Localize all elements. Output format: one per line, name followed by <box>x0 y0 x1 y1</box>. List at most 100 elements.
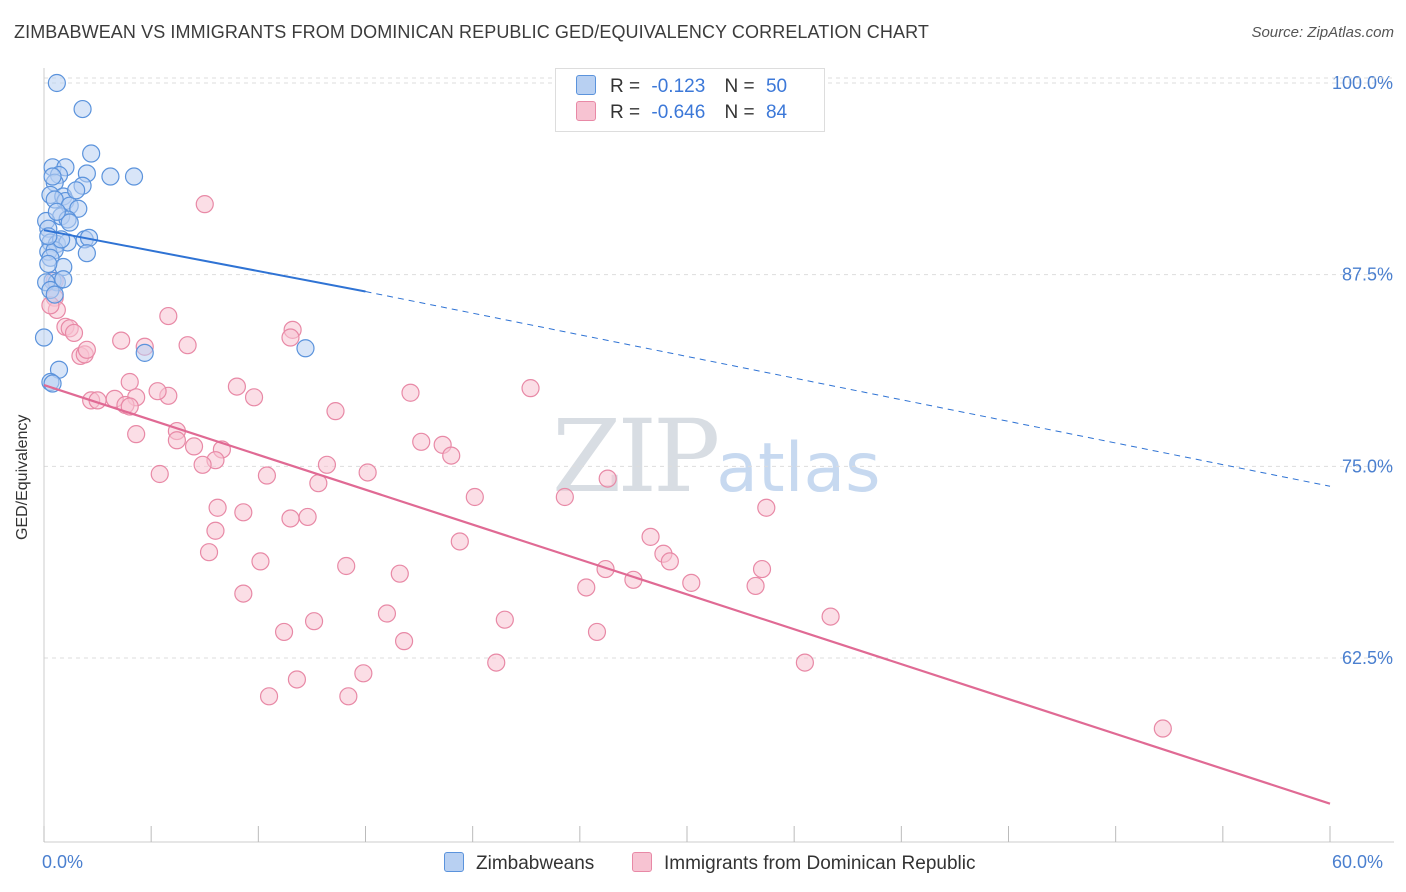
dominican-point <box>206 521 225 540</box>
zimbabwean-point <box>45 285 64 304</box>
dominican-point <box>587 622 607 642</box>
x-tick-label-min: 0.0% <box>42 852 84 872</box>
series-legend-item-dominican: Immigrants from Dominican Republic <box>632 852 976 875</box>
dominican-point <box>394 632 414 651</box>
x-tick-label-max: 60.0% <box>1332 852 1384 872</box>
zimbabwean-point <box>34 328 54 347</box>
dominican-point <box>148 382 167 401</box>
dominican-point <box>821 607 840 626</box>
dominican-point <box>577 578 596 597</box>
dominican-point <box>660 552 679 571</box>
dominican-point <box>199 543 219 562</box>
dominican-point <box>412 432 431 451</box>
legend-row-zimbabweans: R = -0.123 N = 50 <box>576 75 787 101</box>
dominican-point <box>251 552 270 571</box>
dominican-point <box>354 664 373 683</box>
zimbabwean-trendline-extrapolated <box>365 291 1331 487</box>
zimbabwean-point <box>82 144 101 163</box>
dominican-point <box>64 323 84 343</box>
dominican-point <box>598 469 617 488</box>
dominican-point <box>281 509 300 528</box>
correlation-legend: R = -0.123 N = 50 R = -0.646 N = 84 <box>555 68 825 132</box>
legend-n-value: 84 <box>765 102 788 123</box>
dominican-point <box>377 604 397 623</box>
dominican-point <box>298 507 317 527</box>
dominican-point <box>112 331 131 350</box>
y-tick-label: 62.5% <box>1342 648 1393 668</box>
dominican-point <box>193 455 212 474</box>
zimbabwean-trendline <box>43 229 366 293</box>
y-tick-label: 75.0% <box>1342 456 1393 476</box>
zimbabwean-point <box>101 167 120 186</box>
dominican-point <box>1153 719 1172 738</box>
y-axis-label: GED/Equivalency <box>14 414 31 540</box>
dominican-point <box>167 431 186 450</box>
legend-r-value: -0.123 <box>651 76 706 97</box>
dominican-point <box>234 503 253 522</box>
dominican-point <box>287 670 307 689</box>
series-legend-label: Immigrants from Dominican Republic <box>664 853 976 874</box>
dominican-point <box>487 653 506 672</box>
zimbabwean-point <box>124 167 144 186</box>
dominican-point <box>317 455 337 474</box>
watermark-zip: ZIP <box>552 398 720 515</box>
dominican-point <box>757 498 776 517</box>
dominican-point <box>521 379 540 398</box>
dominican-point <box>208 498 227 517</box>
dominican-point <box>274 622 294 642</box>
zimbabwean-point <box>73 99 92 119</box>
dominican-point <box>795 653 814 672</box>
dominican-point <box>746 576 765 596</box>
dominican-point <box>326 402 345 421</box>
zimbabwean-point <box>67 181 86 200</box>
dominican-point <box>401 383 420 402</box>
source-label: Source: ZipAtlas.com <box>1251 24 1394 41</box>
legend-swatch-pink <box>576 101 596 121</box>
dominican-point <box>752 559 772 579</box>
zimbabwean-point <box>69 199 88 218</box>
y-tick-label: 100.0% <box>1332 73 1393 93</box>
zimbabwean-point <box>54 270 73 289</box>
dominican-point <box>227 377 246 396</box>
series-legend-item-zimbabweans: Zimbabweans <box>444 852 594 875</box>
dominican-point <box>259 687 279 706</box>
dominican-point <box>495 610 514 629</box>
dominican-point <box>127 425 146 444</box>
zimbabwean-point <box>43 374 62 393</box>
dominican-point <box>596 559 615 579</box>
chart-title: ZIMBABWEAN VS IMMIGRANTS FROM DOMINICAN … <box>14 22 929 42</box>
zimbabwean-point <box>296 339 315 358</box>
dominican-point <box>358 463 377 482</box>
series-legend-swatch-pink <box>632 852 652 872</box>
legend-swatch-blue <box>576 75 596 95</box>
dominican-point <box>682 573 701 592</box>
zimbabwean-point <box>47 202 66 221</box>
zimbabwean-point <box>60 213 79 232</box>
legend-r-label: R = <box>610 76 641 97</box>
dominican-point <box>450 532 469 551</box>
legend-r-label: R = <box>610 102 641 123</box>
zimbabwean-point <box>43 167 62 186</box>
legend-n-label: N = <box>724 102 755 123</box>
dominican-point <box>159 306 178 326</box>
watermark-atlas: atlas <box>716 429 881 508</box>
dominican-point <box>257 466 277 485</box>
zimbabwean-point <box>77 244 96 263</box>
dominican-point <box>465 487 484 507</box>
dominican-point <box>281 328 300 347</box>
series-legend-swatch-blue <box>444 852 464 872</box>
zimbabwean-point <box>47 73 66 93</box>
dominican-point <box>77 340 96 359</box>
dominican-point <box>195 195 214 214</box>
legend-r-value: -0.646 <box>651 102 706 123</box>
series-legend: Zimbabweans Immigrants from Dominican Re… <box>0 850 1406 880</box>
series-legend-label: Zimbabweans <box>476 853 595 874</box>
y-tick-label: 87.5% <box>1342 265 1393 285</box>
legend-row-dominican: R = -0.646 N = 84 <box>576 101 787 127</box>
dominican-point <box>150 464 169 484</box>
dominican-point <box>555 487 574 507</box>
zimbabwean-point <box>39 254 58 274</box>
dominican-point <box>120 372 139 392</box>
dominican-point <box>304 612 324 631</box>
